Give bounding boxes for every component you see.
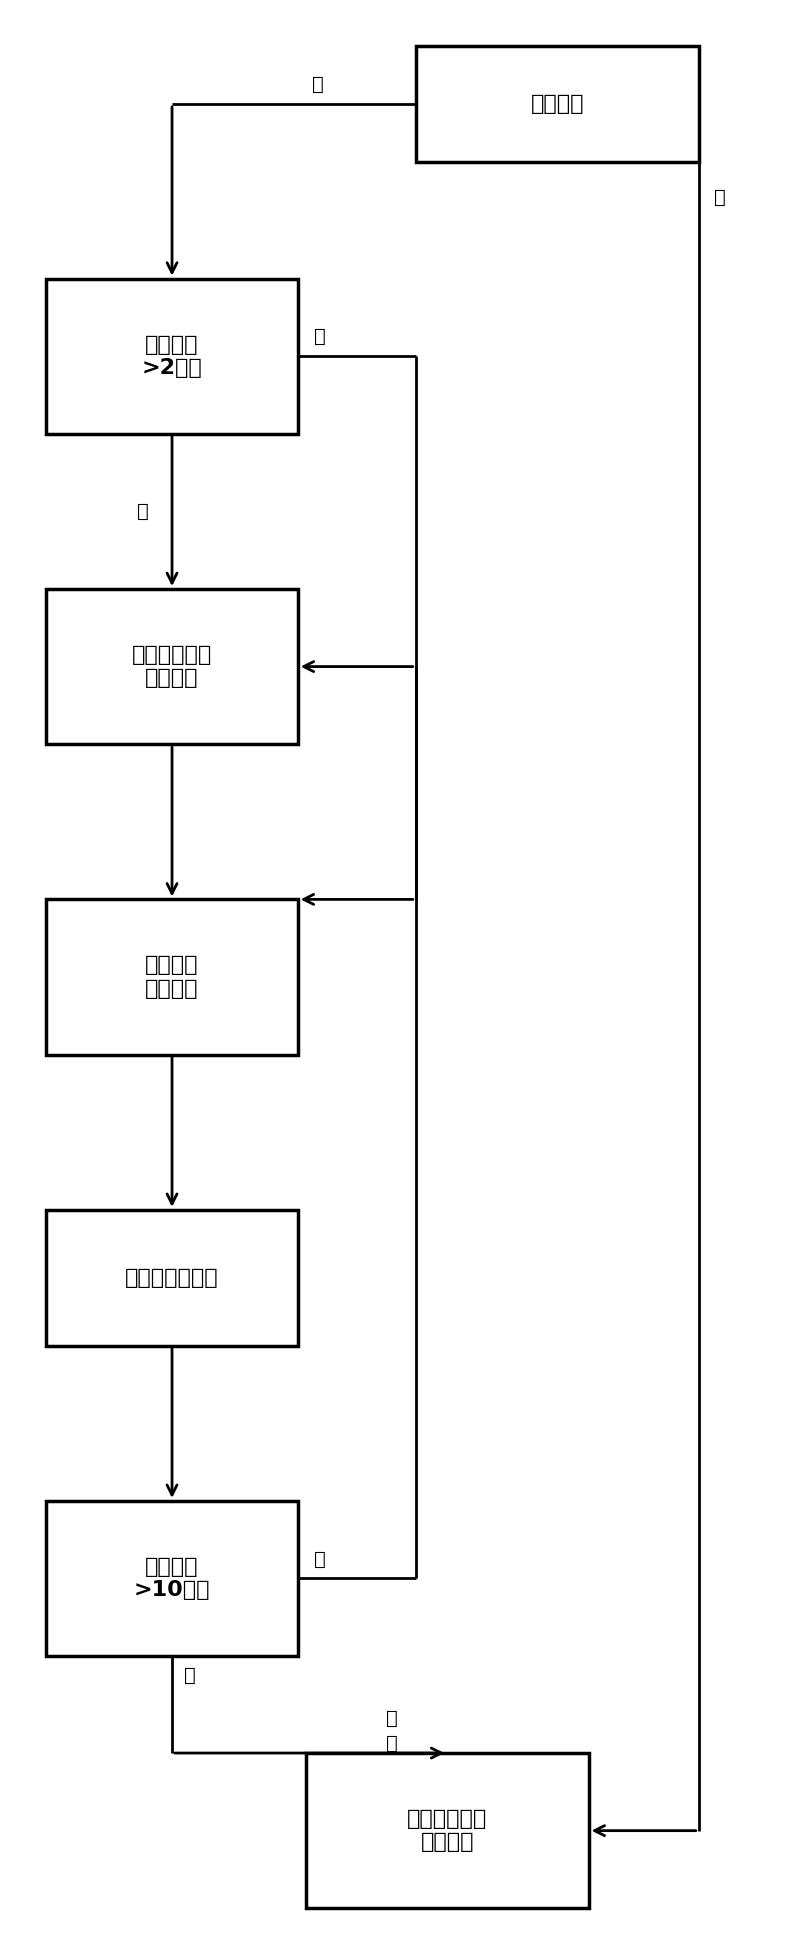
Text: 开启该房间的
中央空调: 开启该房间的 中央空调 bbox=[132, 645, 212, 688]
Text: 判断人体
表面温度: 判断人体 表面温度 bbox=[146, 956, 198, 998]
Text: 是否离开
>10分钟: 是否离开 >10分钟 bbox=[134, 1557, 210, 1600]
Bar bbox=[416, 45, 698, 162]
Text: 是否停留
>2分钟: 是否停留 >2分钟 bbox=[142, 334, 202, 377]
Bar bbox=[46, 279, 298, 434]
Text: 关闭该房间的
中央空调: 关闭该房间的 中央空调 bbox=[407, 1809, 487, 1852]
Bar bbox=[46, 899, 298, 1055]
Text: 是: 是 bbox=[386, 1733, 398, 1753]
Text: 是: 是 bbox=[184, 1667, 195, 1684]
Text: 否: 否 bbox=[314, 326, 326, 346]
Bar bbox=[306, 1753, 589, 1909]
Text: 否: 否 bbox=[314, 1550, 326, 1569]
Text: 是: 是 bbox=[311, 74, 323, 94]
Text: 是否有人: 是否有人 bbox=[530, 94, 584, 113]
Bar bbox=[46, 1501, 298, 1657]
Text: 是: 是 bbox=[137, 502, 149, 522]
Text: 调节空调的温度: 调节空调的温度 bbox=[126, 1268, 219, 1288]
Bar bbox=[46, 588, 298, 744]
Text: 否: 否 bbox=[386, 1708, 398, 1727]
Text: 否: 否 bbox=[714, 188, 726, 207]
Bar bbox=[46, 1210, 298, 1346]
